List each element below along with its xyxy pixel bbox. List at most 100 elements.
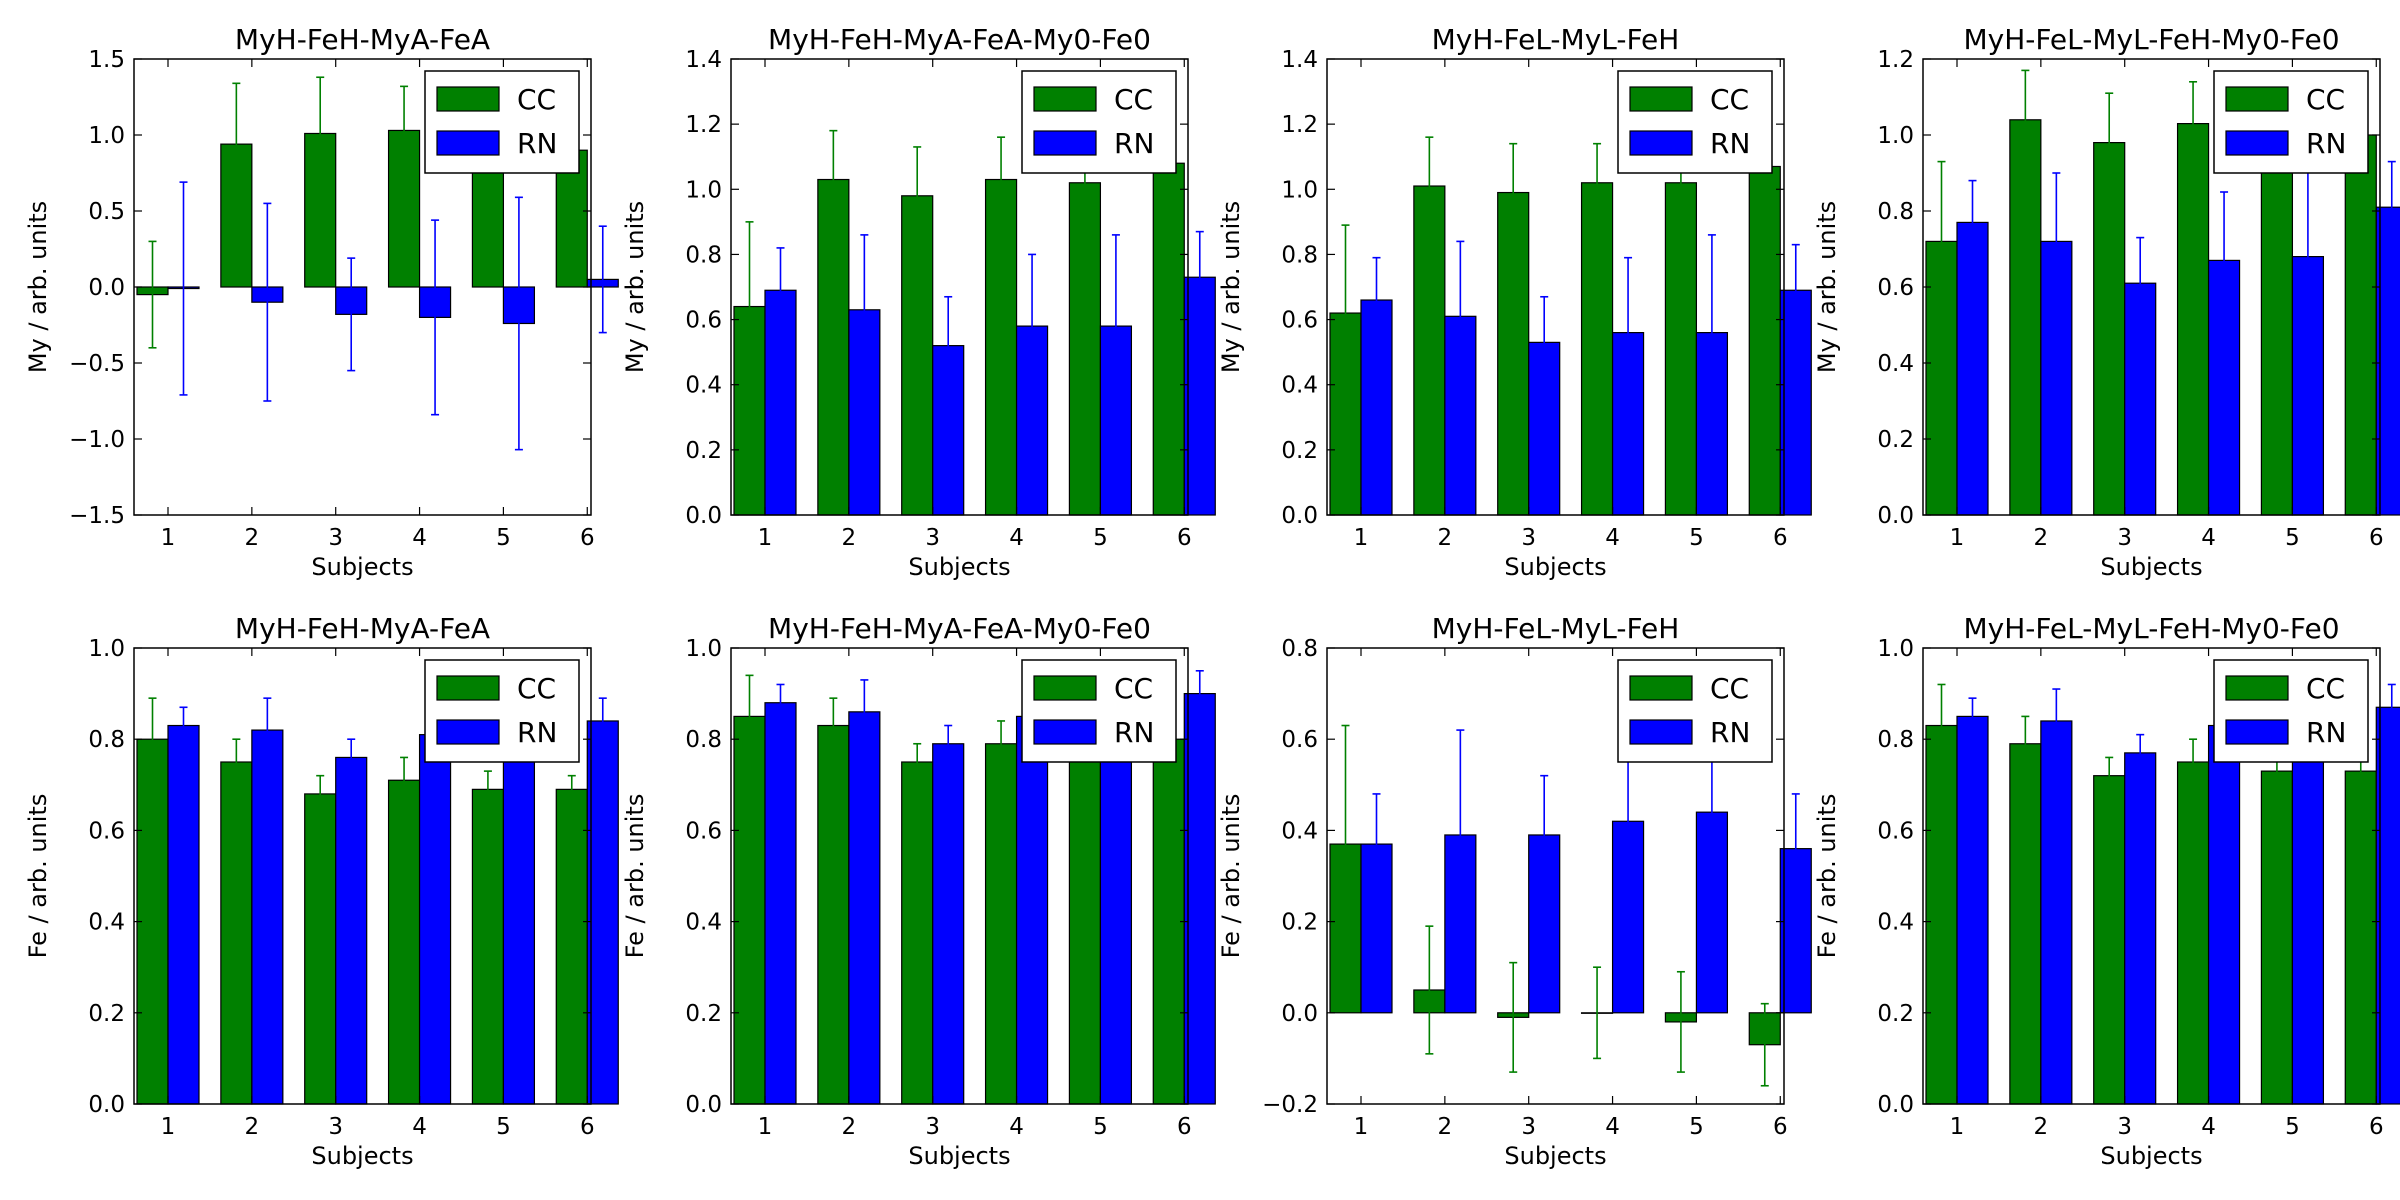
legend-swatch-rn bbox=[436, 130, 500, 156]
xtick-label: 5 bbox=[2285, 1114, 2300, 1140]
xtick-label: 6 bbox=[1177, 525, 1192, 551]
errorbar-cc-subject-2 bbox=[2021, 69, 2030, 170]
ytick-label: 0.4 bbox=[88, 910, 125, 936]
bar-cc-subject-2 bbox=[220, 761, 253, 1105]
bar-cc-subject-5 bbox=[2260, 145, 2294, 516]
bar-cc-subject-1 bbox=[733, 715, 766, 1105]
xtick-label: 3 bbox=[2117, 1114, 2132, 1140]
errorbar-cc-subject-4 bbox=[2189, 81, 2198, 167]
errorbar-rn-subject-5 bbox=[1707, 234, 1716, 432]
xtick-label: 4 bbox=[2201, 525, 2216, 551]
ytick-label: 1.0 bbox=[88, 123, 125, 149]
xtick-label: 1 bbox=[1950, 1114, 1965, 1140]
ytick-label: 0.2 bbox=[685, 438, 722, 464]
errorbar-rn-subject-2 bbox=[263, 697, 272, 763]
bar-rn-subject-3 bbox=[932, 743, 965, 1105]
ytick-label: 0.8 bbox=[1877, 199, 1914, 225]
ytick-label: 0.6 bbox=[88, 818, 125, 844]
ytick-label: 0.0 bbox=[1877, 503, 1914, 529]
axes-frame bbox=[1922, 647, 2381, 1105]
errorbar-rn-subject-3 bbox=[944, 295, 953, 396]
ytick-label: 1.2 bbox=[1877, 47, 1914, 73]
errorbar-rn-subject-3 bbox=[1540, 774, 1549, 896]
errorbar-cc-subject-1 bbox=[148, 240, 157, 349]
errorbar-rn-subject-1 bbox=[776, 683, 785, 722]
chart-panel-7: −0.2 0.0 0.2 0.4 0.6 0.8 1 2 3 4 5 6 MyH-FeL-MyL-FeH… bbox=[1217, 612, 1812, 1170]
legend-label-cc: CC bbox=[517, 672, 556, 705]
x-axis-label: Subjects bbox=[311, 553, 413, 581]
errorbar-rn-subject-6 bbox=[1791, 243, 1800, 337]
xtick-label: 2 bbox=[1438, 1114, 1453, 1140]
y-axis-label: Fe / arb. units bbox=[24, 794, 52, 959]
chart-panel-3: 0.0 0.2 0.4 0.6 0.8 1.0 1.2 1.4 1 2 3 4 5 6 MyH-FeL-My… bbox=[1217, 23, 1812, 581]
errorbar-cc-subject-4 bbox=[400, 85, 409, 176]
errorbar-cc-subject-3 bbox=[913, 146, 922, 246]
legend-label-rn: RN bbox=[1114, 716, 1154, 749]
bar-cc-subject-6 bbox=[1748, 165, 1781, 516]
errorbar-rn-subject-2 bbox=[1456, 729, 1465, 941]
errorbar-cc-subject-3 bbox=[1509, 142, 1518, 243]
errorbar-cc-subject-4 bbox=[997, 136, 1006, 223]
errorbar-cc-subject-3 bbox=[1509, 961, 1518, 1073]
chart-panel-2: 0.0 0.2 0.4 0.6 0.8 1.0 1.2 1.4 1 2 3 4 5 6 MyH-FeH-My… bbox=[621, 23, 1216, 581]
errorbar-cc-subject-2 bbox=[829, 129, 838, 230]
xtick-label: 4 bbox=[412, 525, 427, 551]
ytick-label: 0.8 bbox=[685, 242, 722, 268]
errorbar-rn-subject-6 bbox=[1791, 793, 1800, 905]
ytick-label: 1.5 bbox=[88, 47, 125, 73]
errorbar-rn-subject-2 bbox=[2052, 172, 2061, 311]
xtick-label: 2 bbox=[1438, 525, 1453, 551]
xtick-label: 5 bbox=[496, 525, 511, 551]
legend-label-cc: CC bbox=[1114, 83, 1153, 116]
ytick-label: −0.5 bbox=[69, 351, 125, 377]
legend-label-cc: CC bbox=[517, 83, 556, 116]
ytick-label: 0.6 bbox=[685, 818, 722, 844]
xtick-label: 2 bbox=[2034, 1114, 2049, 1140]
errorbar-cc-subject-2 bbox=[2021, 715, 2030, 772]
ytick-label: 1.0 bbox=[685, 636, 722, 662]
ytick-label: 0.4 bbox=[1877, 351, 1914, 377]
bar-cc-subject-2 bbox=[817, 724, 850, 1105]
legend-swatch-rn bbox=[2225, 719, 2289, 745]
ytick-label: −1.5 bbox=[69, 503, 125, 529]
bar-cc-subject-1 bbox=[1925, 724, 1958, 1105]
errorbar-rn-subject-6 bbox=[598, 697, 607, 745]
bar-rn-subject-3 bbox=[2124, 752, 2157, 1105]
xtick-label: 6 bbox=[2369, 1114, 2384, 1140]
legend: CC RN bbox=[1021, 659, 1177, 763]
ytick-label: 0.2 bbox=[1281, 910, 1318, 936]
ytick-label: 1.0 bbox=[1281, 177, 1318, 203]
ytick-label: 1.0 bbox=[88, 636, 125, 662]
errorbar-rn-subject-2 bbox=[2052, 688, 2061, 754]
bar-cc-subject-3 bbox=[901, 195, 934, 516]
xtick-label: 6 bbox=[1177, 1114, 1192, 1140]
legend-label-cc: CC bbox=[1710, 672, 1749, 705]
xtick-label: 5 bbox=[1093, 525, 1108, 551]
ytick-label: 0.8 bbox=[88, 727, 125, 753]
x-axis-label: Subjects bbox=[1504, 553, 1606, 581]
xtick-label: 3 bbox=[2117, 525, 2132, 551]
errorbar-cc-subject-1 bbox=[1341, 724, 1350, 964]
bar-cc-subject-6 bbox=[1152, 738, 1185, 1105]
errorbar-rn-subject-4 bbox=[1028, 253, 1037, 399]
xtick-label: 6 bbox=[1773, 1114, 1788, 1140]
xtick-label: 5 bbox=[2285, 525, 2300, 551]
ytick-label: 1.4 bbox=[685, 47, 722, 73]
errorbar-rn-subject-3 bbox=[944, 724, 953, 763]
ytick-label: −1.0 bbox=[69, 427, 125, 453]
xtick-label: 4 bbox=[1605, 1114, 1620, 1140]
ytick-label: 1.4 bbox=[1281, 47, 1318, 73]
ytick-label: 0.8 bbox=[1281, 242, 1318, 268]
chart-title: MyH-FeH-MyA-FeA-My0-Fe0 bbox=[768, 23, 1151, 56]
legend-label-rn: RN bbox=[1710, 127, 1750, 160]
errorbar-cc-subject-5 bbox=[1676, 970, 1685, 1073]
xtick-label: 5 bbox=[1689, 1114, 1704, 1140]
xtick-label: 3 bbox=[925, 1114, 940, 1140]
errorbar-rn-subject-6 bbox=[1195, 669, 1204, 718]
ytick-label: 1.0 bbox=[685, 177, 722, 203]
bar-rn-subject-1 bbox=[1956, 715, 1989, 1105]
xtick-label: 1 bbox=[161, 525, 176, 551]
ytick-label: −0.2 bbox=[1262, 1092, 1318, 1118]
xtick-label: 4 bbox=[1009, 1114, 1024, 1140]
axes-frame bbox=[730, 647, 1189, 1105]
